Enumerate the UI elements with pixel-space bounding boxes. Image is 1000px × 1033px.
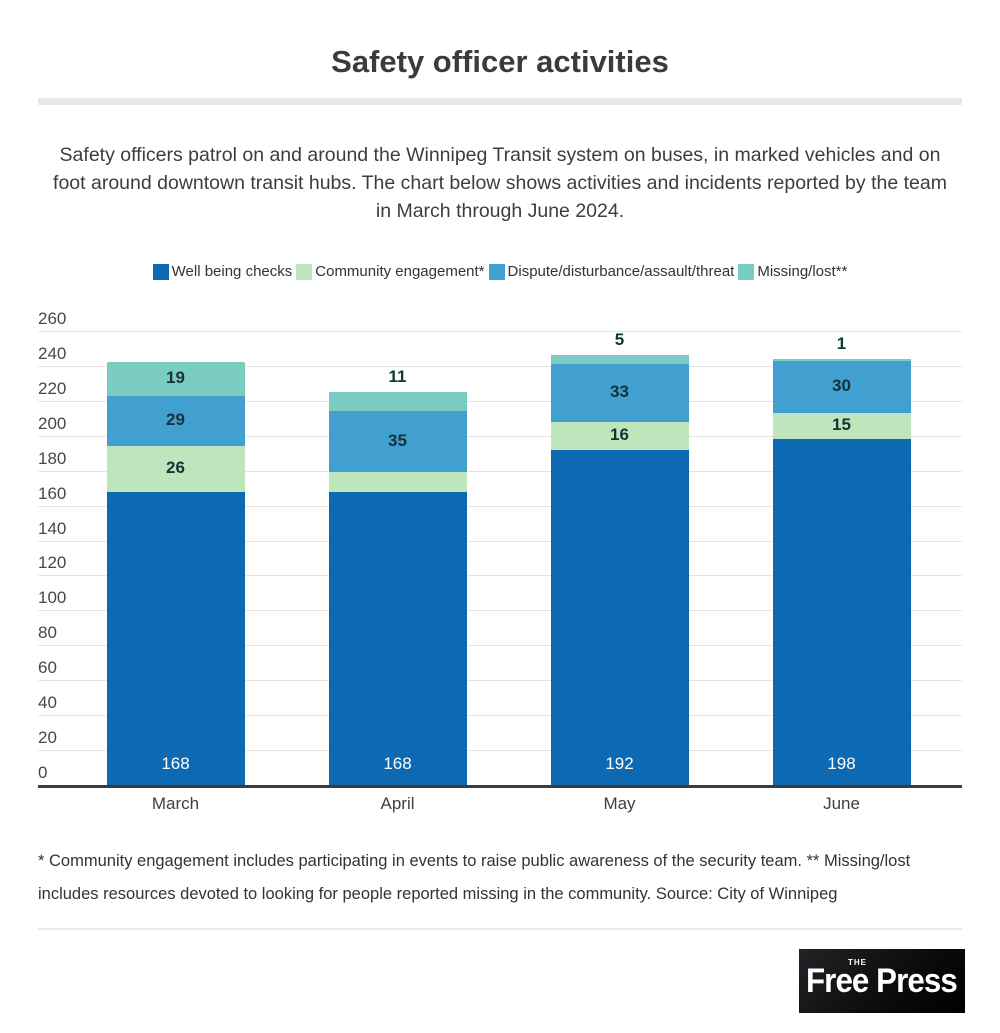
segment-value-label: 33: [610, 381, 629, 401]
segment-value-label: 5: [614, 330, 625, 350]
x-axis-line: [38, 785, 962, 788]
bar-segment: [106, 491, 245, 785]
legend-swatch-icon: [738, 263, 755, 280]
legend-swatch-icon: [296, 263, 313, 280]
legend-item: Community engagement*: [296, 263, 485, 280]
segment-value-label: 168: [383, 754, 412, 773]
bar-segment: [550, 449, 689, 785]
bar-segment: [106, 362, 245, 396]
free-press-logo: THE Free Press: [799, 949, 965, 1013]
y-gridline: [38, 610, 962, 612]
y-gridline: [38, 575, 962, 577]
page-title: Safety officer activities: [331, 44, 669, 79]
legend-label: Well being checks: [171, 263, 293, 280]
y-gridline: [38, 435, 962, 437]
y-tick-label: 140: [38, 518, 67, 538]
y-tick-label: 20: [38, 728, 57, 748]
bottom-divider: [38, 928, 962, 930]
legend-swatch-icon: [488, 263, 505, 280]
y-tick-label: 100: [38, 588, 67, 608]
x-axis-category-label: March: [151, 794, 200, 813]
chart-description: Safety officers patrol on and around the…: [53, 144, 947, 222]
bar-segment: [550, 355, 689, 365]
bar-segment: [328, 491, 467, 785]
segment-value-label: 26: [166, 457, 185, 477]
y-tick-label: 80: [38, 623, 57, 643]
bar-segment: [328, 472, 467, 492]
segment-value-label: 11: [388, 367, 407, 387]
bar-segment: [328, 411, 467, 473]
y-tick-label: 260: [38, 309, 67, 328]
legend-item: Dispute/disturbance/assault/threat: [488, 263, 735, 280]
title-divider: [38, 98, 962, 105]
x-axis-category-label: April: [380, 794, 415, 813]
segment-value-label: 168: [161, 754, 190, 773]
legend-label: Missing/lost**: [757, 263, 848, 280]
y-gridline: [38, 505, 962, 507]
bar-segment: [772, 439, 911, 785]
y-gridline: [38, 540, 962, 542]
bar-segment: [106, 446, 245, 492]
y-tick-label: 120: [38, 553, 67, 573]
bar-segment: [106, 395, 245, 447]
y-gridline: [38, 715, 962, 717]
y-tick-label: 240: [38, 343, 67, 363]
bar-segment: [550, 364, 689, 422]
legend-item: Well being checks: [152, 263, 293, 280]
segment-value-label: 1: [836, 333, 847, 353]
bar-segment: [772, 358, 911, 361]
bar-segment: [328, 392, 467, 412]
footnote: * Community engagement includes particip…: [38, 852, 911, 903]
y-gridline: [38, 680, 962, 682]
segment-value-label: 29: [166, 409, 185, 429]
legend-item: Missing/lost**: [738, 263, 847, 280]
x-axis-category-label: May: [603, 794, 636, 813]
segment-value-label: 16: [610, 424, 629, 444]
legend-label: Community engagement*: [315, 263, 485, 280]
y-tick-label: 160: [38, 483, 67, 503]
segment-value-label: 192: [605, 754, 634, 773]
y-tick-label: 0: [38, 763, 48, 782]
y-tick-label: 180: [38, 448, 67, 468]
x-axis-category-label: June: [823, 794, 860, 813]
y-gridline: [38, 645, 962, 647]
legend-label: Dispute/disturbance/assault/threat: [507, 263, 735, 280]
y-gridline: [38, 750, 962, 752]
y-gridline: [38, 331, 962, 332]
y-gridline: [38, 365, 962, 367]
segment-value-label: 15: [832, 415, 851, 435]
y-tick-label: 200: [38, 413, 67, 433]
segment-value-label: 19: [166, 368, 185, 388]
segment-value-label: 35: [388, 430, 407, 450]
bar-segment: [772, 360, 911, 414]
y-gridline: [38, 400, 962, 402]
y-tick-label: 40: [38, 693, 57, 713]
logo-name-text: Free Press: [806, 962, 958, 1000]
y-tick-label: 60: [38, 658, 57, 678]
chart-legend: Well being checks Community engagement* Di…: [0, 263, 1000, 280]
logo-the-text: THE: [848, 958, 867, 967]
y-tick-label: 220: [38, 378, 67, 398]
bar-segment: [550, 421, 689, 450]
bar-segment: [772, 413, 911, 440]
segment-value-label: 198: [827, 754, 856, 773]
legend-swatch-icon: [152, 263, 169, 280]
segment-value-label: 30: [832, 375, 851, 395]
y-gridline: [38, 470, 962, 472]
